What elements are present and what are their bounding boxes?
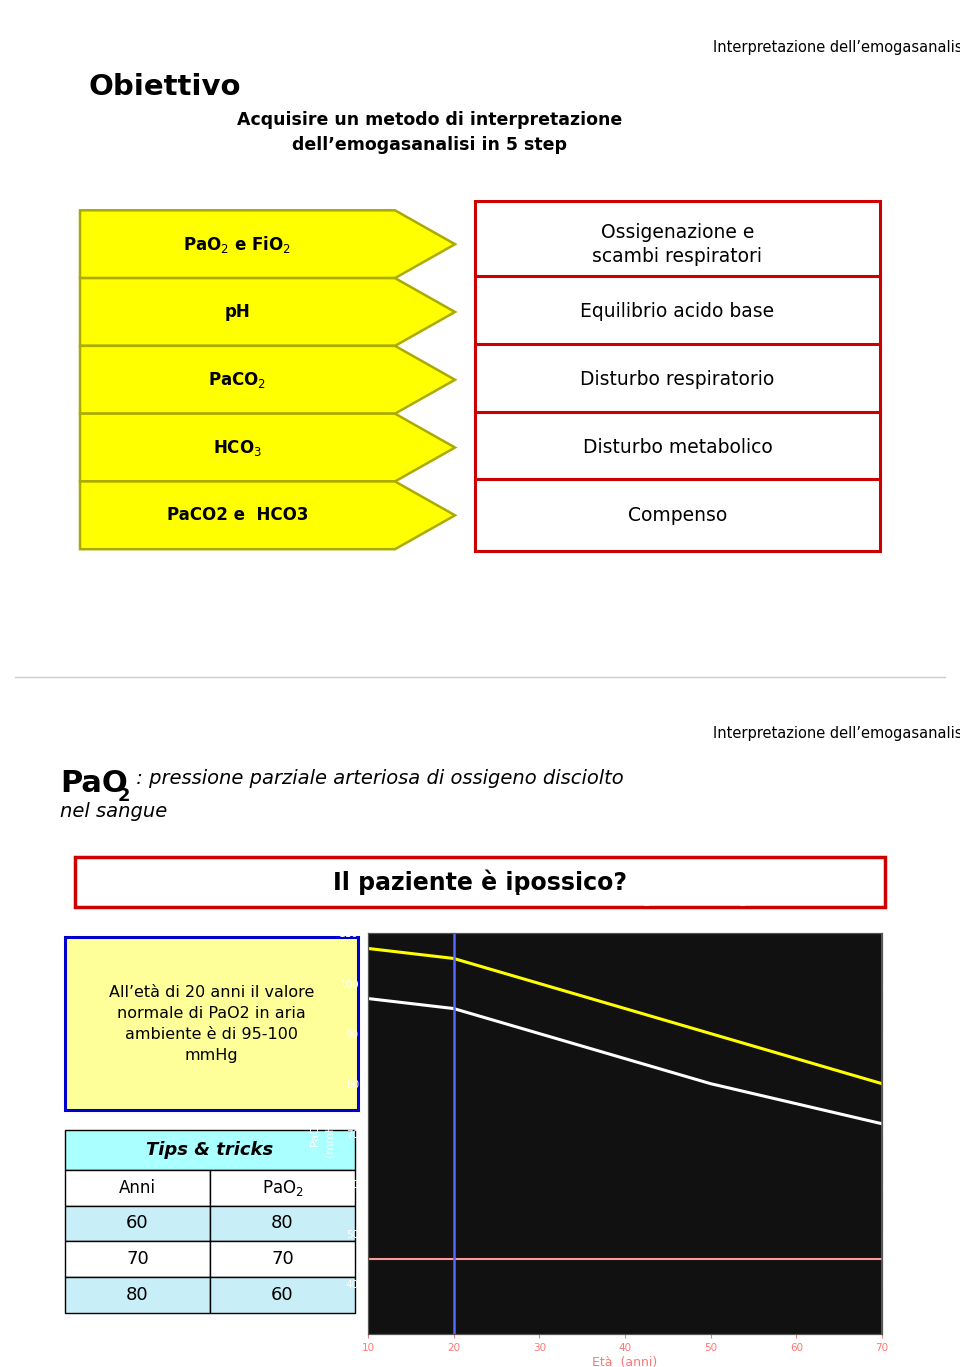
Text: PaO$_2$: PaO$_2$: [262, 1177, 303, 1197]
Text: 70: 70: [126, 1251, 149, 1269]
Text: Anni: Anni: [119, 1178, 156, 1196]
FancyBboxPatch shape: [65, 1170, 210, 1206]
Polygon shape: [80, 278, 455, 346]
Text: 60: 60: [271, 1286, 294, 1304]
Text: 2: 2: [118, 787, 131, 805]
Text: Acquisire un metodo di interpretazione
dell’emogasanalisi in 5 step: Acquisire un metodo di interpretazione d…: [237, 111, 623, 153]
Text: pH: pH: [225, 303, 251, 321]
FancyBboxPatch shape: [475, 411, 880, 484]
Text: PaO$_2$ e FiO$_2$: PaO$_2$ e FiO$_2$: [183, 234, 292, 254]
Text: Obiettivo: Obiettivo: [88, 72, 241, 101]
Text: Il paziente è ipossico?: Il paziente è ipossico?: [333, 869, 627, 895]
FancyBboxPatch shape: [210, 1241, 355, 1277]
Text: HCO$_3$: HCO$_3$: [213, 437, 262, 458]
FancyBboxPatch shape: [475, 276, 880, 347]
Text: All’età di 20 anni il valore
normale di PaO2 in aria
ambiente è di 95-100
mmHg: All’età di 20 anni il valore normale di …: [108, 984, 314, 1062]
Text: 70: 70: [271, 1251, 294, 1269]
X-axis label: Età  (anni): Età (anni): [592, 1356, 658, 1367]
FancyBboxPatch shape: [210, 1277, 355, 1314]
Text: Disturbo respiratorio: Disturbo respiratorio: [581, 370, 775, 390]
FancyBboxPatch shape: [65, 1277, 210, 1314]
FancyBboxPatch shape: [65, 1241, 210, 1277]
Text: Tips & tricks: Tips & tricks: [146, 1140, 274, 1159]
Text: PaO: PaO: [60, 770, 128, 798]
Polygon shape: [80, 346, 455, 414]
Text: Interpretazione dell’emogasanalisi: Interpretazione dell’emogasanalisi: [713, 726, 960, 741]
Polygon shape: [80, 481, 455, 550]
FancyBboxPatch shape: [475, 480, 880, 551]
Text: Disturbo metabolico: Disturbo metabolico: [583, 437, 773, 457]
Text: PaCO$_2$: PaCO$_2$: [208, 369, 267, 390]
FancyBboxPatch shape: [65, 1206, 210, 1241]
Text: Interpretazione dell’emogasanalisi: Interpretazione dell’emogasanalisi: [713, 40, 960, 55]
FancyBboxPatch shape: [475, 344, 880, 416]
Text: 80: 80: [271, 1214, 294, 1233]
Polygon shape: [80, 414, 455, 481]
FancyBboxPatch shape: [210, 1206, 355, 1241]
FancyBboxPatch shape: [475, 201, 880, 287]
Text: : pressione parziale arteriosa di ossigeno disciolto: : pressione parziale arteriosa di ossige…: [130, 770, 624, 787]
Text: Ossigenazione e
scambi respiratori: Ossigenazione e scambi respiratori: [592, 223, 762, 265]
Text: Compenso: Compenso: [628, 506, 727, 525]
Text: nel sangue: nel sangue: [60, 802, 167, 820]
Title: Modificazioni dell'O$_2$ e della CO$_2$ in
funzione dell'età: Modificazioni dell'O$_2$ e della CO$_2$ …: [482, 891, 768, 928]
Polygon shape: [80, 211, 455, 278]
FancyBboxPatch shape: [65, 938, 358, 1110]
Text: Equilibrio acido base: Equilibrio acido base: [581, 302, 775, 321]
FancyBboxPatch shape: [65, 1129, 355, 1170]
FancyBboxPatch shape: [75, 857, 885, 908]
Y-axis label: PaO$_2$
(mmHg): PaO$_2$ (mmHg): [310, 1111, 335, 1156]
Text: PaCO2 e  HCO3: PaCO2 e HCO3: [167, 506, 308, 525]
Text: PaCO$_2$
(mmHg): PaCO$_2$ (mmHg): [913, 1217, 959, 1243]
Text: 60: 60: [126, 1214, 149, 1233]
Text: 80: 80: [126, 1286, 149, 1304]
FancyBboxPatch shape: [210, 1170, 355, 1206]
